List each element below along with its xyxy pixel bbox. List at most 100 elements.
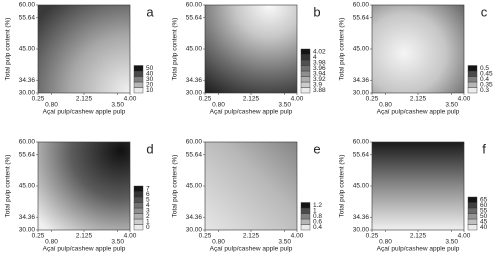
colorbar-swatch <box>300 218 311 225</box>
colorbar-label: 1 <box>146 218 150 225</box>
colorbar-swatch <box>467 218 478 225</box>
colorbar-swatch <box>300 213 311 220</box>
y-tick-label: 60.00 <box>186 2 203 9</box>
colorbar-swatch <box>467 87 478 94</box>
colorbar-label: 6 <box>146 191 150 198</box>
colorbar-swatch <box>300 81 311 88</box>
x-tick-label: 0.80 <box>45 102 58 109</box>
x-tick-label: 0.80 <box>379 239 392 246</box>
x-axis-label: Açaí pulp/cashew apple pulp <box>210 246 293 253</box>
colorbar-label: 3.94 <box>313 70 326 77</box>
colorbar-label: 7 <box>146 185 150 192</box>
x-tick-label: 4.00 <box>291 96 304 103</box>
colorbar-swatch <box>467 65 478 72</box>
y-tick-label: 30.00 <box>186 90 203 97</box>
colorbar-swatch <box>300 202 311 209</box>
colorbar-label: 45 <box>480 218 488 225</box>
colorbar-swatch <box>467 196 478 203</box>
y-tick-label: 45.00 <box>186 46 203 53</box>
colorbar-label: 0.35 <box>480 81 493 88</box>
colorbar-label: 50 <box>146 65 154 72</box>
x-tick-label: 2.125 <box>410 233 427 240</box>
x-tick-label: 4.00 <box>291 233 304 240</box>
colorbar-label: 10 <box>146 87 154 94</box>
y-tick-label: 30.00 <box>186 227 203 234</box>
y-tick-label: 30.00 <box>353 227 370 234</box>
contour-field <box>371 141 465 231</box>
y-axis-label: Total pulp content (%) <box>172 155 179 218</box>
colorbar-label: 3.9 <box>313 81 322 88</box>
x-tick-label: 2.125 <box>410 96 427 103</box>
y-axis-label: Total pulp content (%) <box>339 155 346 218</box>
y-tick-label: 34.36 <box>19 214 36 221</box>
colorbar-swatch <box>133 65 144 72</box>
y-tick-label: 34.36 <box>353 77 370 84</box>
x-axis-label: Açaí pulp/cashew apple pulp <box>43 246 126 253</box>
y-tick-label: 34.36 <box>186 77 203 84</box>
x-tick-label: 0.25 <box>199 96 212 103</box>
colorbar-swatch <box>133 224 144 231</box>
colorbar-label: 5 <box>146 196 150 203</box>
x-tick-label: 2.125 <box>76 96 93 103</box>
colorbar-swatch <box>300 207 311 214</box>
x-tick-label: 0.25 <box>366 233 379 240</box>
colorbar-label: 3.98 <box>313 59 326 66</box>
x-tick-label: 3.50 <box>445 239 458 246</box>
x-tick-label: 3.50 <box>278 239 291 246</box>
y-tick-label: 34.36 <box>19 77 36 84</box>
colorbar-label: 3.96 <box>313 65 326 72</box>
panel: 0.250.80 2.125 3.504.00 30.00 34.36 45.00 55.6… <box>172 2 326 116</box>
y-tick-label: 60.00 <box>186 139 203 146</box>
y-tick-label: 55.64 <box>19 152 36 159</box>
panel-label: d <box>146 141 153 156</box>
y-tick-label: 45.00 <box>353 183 370 190</box>
y-tick-label: 30.00 <box>19 227 36 234</box>
colorbar-swatch <box>300 70 311 77</box>
panel: 0.250.80 2.125 3.504.00 30.00 34.36 45.00 55.6… <box>5 139 154 253</box>
colorbar-label: 4.02 <box>313 48 326 55</box>
x-tick-label: 3.50 <box>278 102 291 109</box>
colorbar-label: 4 <box>313 54 317 61</box>
colorbar-label: 60 <box>480 202 488 209</box>
colorbar-label: 0 <box>146 224 150 231</box>
x-tick-label: 0.80 <box>212 239 225 246</box>
colorbar-label: 0.6 <box>313 218 322 225</box>
y-axis-label: Total pulp content (%) <box>172 18 179 81</box>
x-tick-label: 0.25 <box>32 233 45 240</box>
x-axis-label: Açaí pulp/cashew apple pulp <box>210 109 293 116</box>
x-axis-label: Açaí pulp/cashew apple pulp <box>377 109 460 116</box>
colorbar-swatch <box>133 70 144 77</box>
panel: 0.250.80 2.125 3.504.00 30.00 34.36 45.00 55.6… <box>339 139 488 253</box>
colorbar-swatch <box>133 218 144 225</box>
x-tick-label: 3.50 <box>111 102 124 109</box>
x-tick-label: 0.25 <box>366 96 379 103</box>
y-tick-label: 55.64 <box>353 152 370 159</box>
panel: 0.250.80 2.125 3.504.00 30.00 34.36 45.00 55.6… <box>5 2 155 116</box>
colorbar-swatch <box>300 54 311 61</box>
colorbar-swatch <box>133 207 144 214</box>
colorbar-label: 0.4 <box>480 76 489 83</box>
x-tick-label: 2.125 <box>243 96 260 103</box>
contour-field <box>371 4 465 94</box>
colorbar-label: 0.3 <box>480 87 489 94</box>
colorbar-swatch <box>133 81 144 88</box>
panel: 0.250.80 2.125 3.504.00 30.00 34.36 45.00 55.6… <box>339 2 493 116</box>
x-tick-label: 3.50 <box>445 102 458 109</box>
x-tick-label: 2.125 <box>243 233 260 240</box>
colorbar-swatch <box>300 224 311 231</box>
colorbar-label: 4 <box>146 202 150 209</box>
y-tick-label: 60.00 <box>353 2 370 9</box>
y-tick-label: 34.36 <box>353 214 370 221</box>
x-tick-label: 0.80 <box>45 239 58 246</box>
y-tick-label: 55.64 <box>353 15 370 22</box>
colorbar-swatch <box>133 196 144 203</box>
x-tick-label: 0.80 <box>212 102 225 109</box>
panel-label: e <box>313 141 320 156</box>
colorbar-label: 20 <box>146 81 154 88</box>
x-tick-label: 0.25 <box>32 96 45 103</box>
y-tick-label: 45.00 <box>19 46 36 53</box>
x-tick-label: 0.80 <box>379 102 392 109</box>
contour-field <box>204 141 298 231</box>
colorbar-label: 30 <box>146 76 154 83</box>
